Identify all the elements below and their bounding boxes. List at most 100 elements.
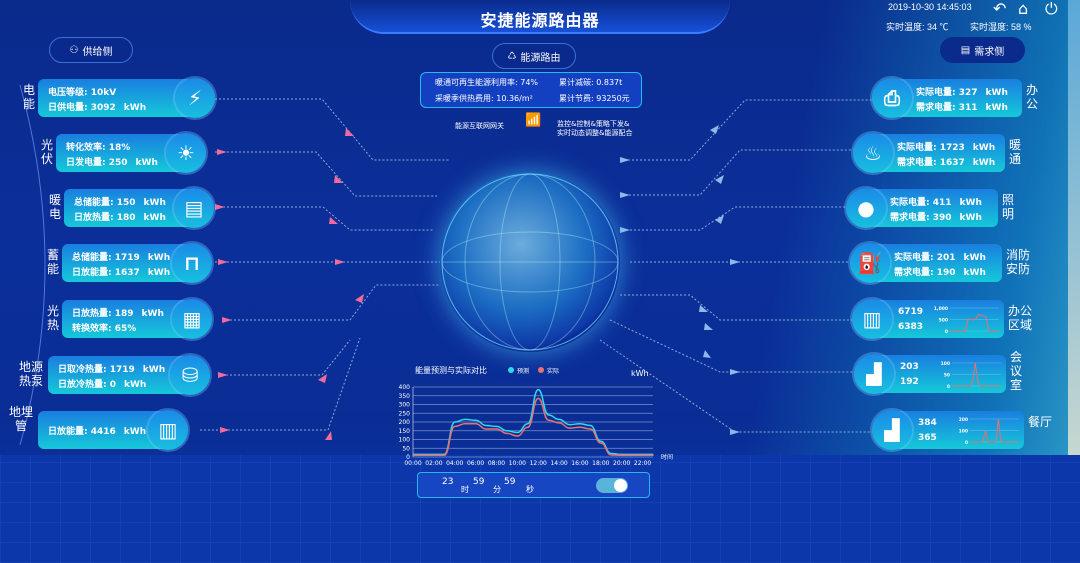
- zone-actual: 6719: [898, 307, 924, 317]
- supply-side-button[interactable]: ⚇ 供给侧: [49, 37, 133, 63]
- globe-mesh: [441, 173, 619, 351]
- series-line-1: [413, 397, 653, 456]
- data-point: [495, 428, 498, 430]
- demand-label-2: 照明: [1001, 193, 1014, 221]
- supply-card[interactable]: 日取冷热量: 1719 kWh 日放冷热量: 0 kWh ⛁: [48, 355, 210, 395]
- x-tick-label: 12:00: [530, 460, 547, 467]
- data-point: [579, 423, 581, 425]
- heating-icon: ♨: [853, 133, 893, 173]
- zone-label-0: 办公区域: [1007, 304, 1032, 332]
- y-tick-label: 350: [399, 393, 411, 400]
- x-tick-label: 10:00: [509, 460, 526, 467]
- supply-label-1: 光伏: [40, 138, 53, 166]
- zone-card[interactable]: ▟ 203 192 0 50 100: [854, 354, 1006, 394]
- summary-panel: 暖通可再生能源利用率: 74% 累计减碳: 0.837t 采暖季供热费用: 10…: [420, 72, 642, 108]
- auto-toggle[interactable]: [596, 478, 628, 493]
- supply-line-1: 总储能量: 1719 kWh: [72, 253, 171, 263]
- supply-line-1: 总储能量: 150 kWh: [74, 198, 166, 208]
- data-point: [537, 389, 539, 391]
- data-point: [527, 423, 529, 425]
- x-tick-label: 22:00: [634, 460, 651, 467]
- x-tick-label: 00:00: [404, 460, 421, 467]
- mini-tick: 50: [944, 373, 950, 379]
- carbon-reduction: 累计减碳: 0.837t: [559, 78, 623, 87]
- data-point: [589, 424, 591, 427]
- demand-label-3: 消防安防: [1005, 248, 1030, 276]
- supply-card[interactable]: 日放能量: 4416 kWh ▥: [38, 410, 188, 450]
- demand-line-1: 实际电量: 411 kWh: [890, 198, 982, 208]
- datetime: 2019-10-30 14:45:03: [888, 2, 972, 12]
- demand-card[interactable]: ⎙ 实际电量: 327 kWh 需求电量: 311 kWh: [872, 78, 1022, 118]
- zone-demand: 6383: [898, 322, 924, 332]
- supply-line-2: 日放能量: 1637 kWh: [72, 268, 171, 278]
- data-point: [422, 454, 425, 456]
- printer-icon: ⎙: [872, 78, 912, 118]
- data-point: [600, 442, 602, 444]
- countdown-bar: 23 时 59 分 59 秒: [417, 472, 650, 498]
- desk-icon: ▟: [872, 410, 912, 450]
- supply-label-4: 光热: [46, 304, 59, 332]
- data-point: [433, 454, 435, 456]
- demand-card[interactable]: ● 实际电量: 411 kWh 需求电量: 390 kWh: [846, 188, 998, 228]
- supply-card[interactable]: 日放热量: 189 kWh 转换效率: 65% ▦: [62, 299, 212, 339]
- hours-unit: 时: [461, 485, 469, 494]
- supply-line-1: 日放热量: 189 kWh: [72, 309, 164, 319]
- supply-label-3: 蓄能: [46, 248, 59, 276]
- supply-card[interactable]: 转化效率: 18% 日发电量: 250 kWh ☀: [56, 133, 206, 173]
- supply-label: 供给侧: [82, 46, 113, 58]
- back-icon[interactable]: ↶: [993, 0, 1007, 18]
- data-point: [475, 419, 477, 421]
- supply-card[interactable]: 电压等级: 10kV 日供电量: 3092 kWh ⚡: [38, 78, 215, 118]
- mini-tick: 0: [947, 384, 950, 390]
- page-title: 安捷能源路由器: [480, 11, 600, 30]
- meter-icon: ▤: [174, 188, 214, 228]
- y-tick-label: 400: [399, 384, 411, 391]
- series-line-0: [413, 388, 653, 456]
- mini-line: [952, 362, 1001, 387]
- data-point: [568, 424, 571, 426]
- supply-card[interactable]: 总储能量: 1719 kWh 日放能量: 1637 kWh ⊓: [62, 243, 212, 283]
- supply-line-2: 日供电量: 3092 kWh: [48, 103, 147, 113]
- x-tick-label: 06:00: [467, 460, 484, 467]
- data-point: [412, 454, 414, 456]
- supply-card[interactable]: 总储能量: 150 kWh 日放热量: 180 kWh ▤: [64, 188, 214, 228]
- renewable-rate: 暖通可再生能源利用率: 74%: [435, 78, 539, 87]
- demand-line-1: 实际电量: 1723 kWh: [897, 143, 996, 153]
- chart-title: 能量预测与实际对比: [415, 365, 487, 375]
- y-tick-label: 50: [402, 445, 410, 452]
- seconds-unit: 秒: [526, 485, 534, 494]
- building-icon: ▥: [852, 299, 892, 339]
- energy-routing-button[interactable]: ♺ 能源路由: [492, 43, 576, 69]
- temperature: 实时温度: 34 ℃: [886, 22, 949, 32]
- power-icon[interactable]: ⏻: [1045, 0, 1058, 18]
- zone-demand: 365: [918, 433, 937, 443]
- y-tick-label: 100: [399, 437, 411, 444]
- demand-label: 需求侧: [974, 46, 1005, 58]
- x-tick-label: 04:00: [446, 460, 463, 467]
- demand-card[interactable]: ⛽ 实际电量: 201 kWh 需求电量: 190 kWh: [850, 243, 1002, 283]
- zone-card[interactable]: ▟ 384 365 0 100 200: [872, 410, 1024, 450]
- data-point: [454, 421, 456, 423]
- supply-label-5: 地源热泵: [18, 360, 43, 388]
- data-point: [516, 435, 518, 437]
- demand-side-button[interactable]: ▤ 需求侧: [940, 37, 1025, 63]
- data-point: [527, 426, 529, 428]
- data-point: [516, 431, 518, 434]
- zone-card[interactable]: ▥ 6719 6383 0 500 1,000: [852, 299, 1004, 339]
- x-tick-label: 18:00: [592, 460, 609, 467]
- data-point: [631, 454, 633, 456]
- mini-tick: 1,000: [934, 306, 948, 312]
- legend-predicted-marker: [508, 367, 514, 373]
- desk-icon: ▟: [854, 354, 894, 394]
- home-icon[interactable]: ⌂: [1018, 0, 1029, 18]
- demand-card[interactable]: ♨ 实际电量: 1723 kWh 需求电量: 1637 kWh: [853, 133, 1005, 173]
- demand-line-2: 需求电量: 190 kWh: [894, 268, 986, 278]
- supply-line-1: 转化效率: 18%: [66, 143, 131, 153]
- supply-label-6: 地埋管: [8, 405, 33, 433]
- network-icon: ⚇: [69, 44, 79, 56]
- router-icon: 📶: [525, 113, 542, 128]
- globe-visual: [440, 172, 620, 352]
- mini-line: [950, 313, 999, 332]
- data-point: [495, 425, 498, 427]
- gateway-label: 能源互联网网关: [455, 122, 504, 130]
